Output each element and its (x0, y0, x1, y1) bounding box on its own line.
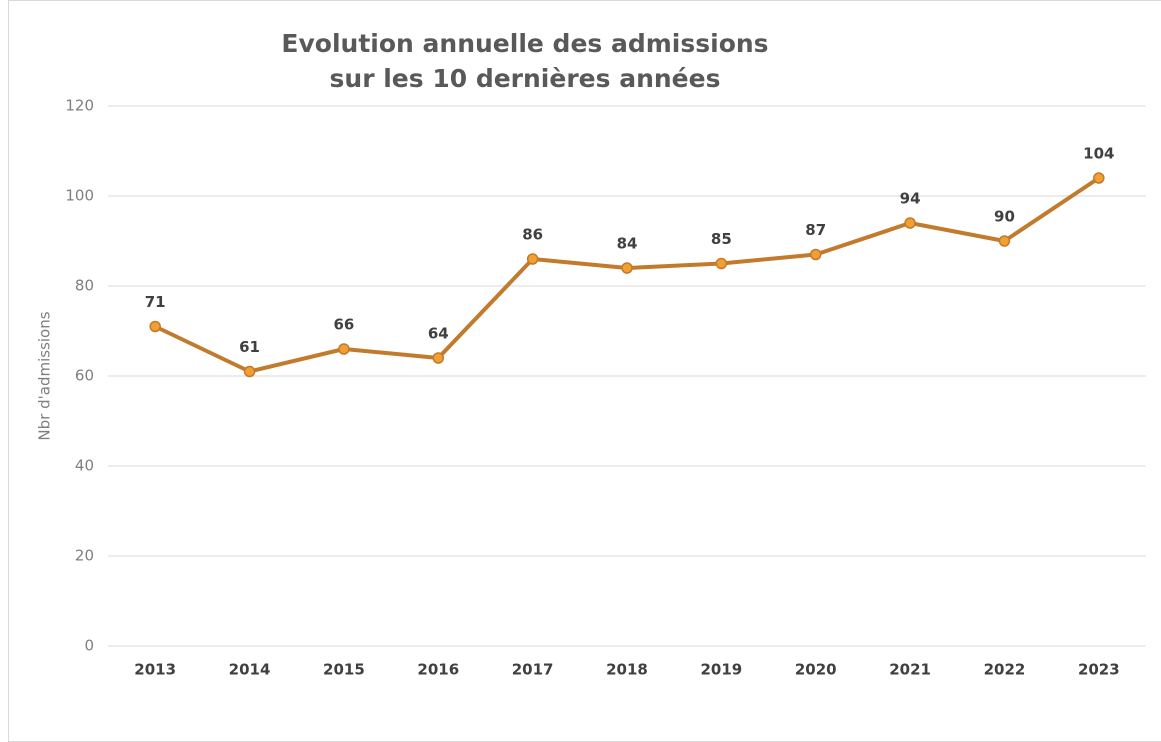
data-label: 87 (805, 221, 826, 239)
x-tick-label: 2013 (134, 661, 176, 679)
chart-frame (8, 0, 1161, 742)
y-axis-label: Nbr d'admissions (36, 311, 54, 440)
marker (338, 343, 350, 355)
marker (1093, 172, 1105, 184)
data-label: 104 (1083, 145, 1114, 163)
marker (149, 320, 161, 333)
data-label: 94 (900, 190, 921, 208)
y-tick-label: 80 (75, 277, 94, 295)
chart-title: sur les 10 dernières années (330, 64, 721, 93)
data-label: 61 (239, 338, 260, 356)
y-tick-label: 20 (75, 547, 94, 565)
x-tick-label: 2023 (1078, 661, 1120, 679)
x-tick-label: 2019 (700, 661, 742, 679)
marker (904, 217, 916, 229)
x-tick-label: 2021 (889, 661, 931, 679)
marker (526, 253, 539, 265)
data-label: 84 (617, 235, 638, 253)
marker (432, 352, 445, 364)
x-tick-label: 2022 (984, 661, 1026, 679)
marker (243, 365, 256, 378)
x-tick-label: 2014 (229, 661, 271, 679)
x-tick-label: 2020 (795, 661, 837, 679)
chart-title: Evolution annuelle des admissions (281, 29, 768, 58)
marker (621, 262, 633, 274)
data-label: 64 (428, 325, 449, 343)
marker (809, 248, 822, 261)
x-tick-label: 2017 (512, 661, 554, 679)
y-tick-label: 0 (84, 637, 94, 655)
data-label: 86 (522, 226, 543, 244)
y-tick-label: 120 (65, 97, 94, 115)
marker (998, 235, 1011, 247)
y-tick-label: 40 (75, 457, 94, 475)
data-label: 71 (145, 293, 166, 311)
data-label: 66 (333, 316, 354, 334)
data-label: 90 (994, 208, 1015, 226)
data-label: 85 (711, 230, 732, 248)
x-tick-label: 2018 (606, 661, 648, 679)
y-tick-label: 100 (65, 187, 94, 205)
y-tick-label: 60 (75, 367, 94, 385)
x-tick-label: 2016 (417, 661, 459, 679)
x-tick-label: 2015 (323, 661, 365, 679)
marker (715, 257, 728, 270)
